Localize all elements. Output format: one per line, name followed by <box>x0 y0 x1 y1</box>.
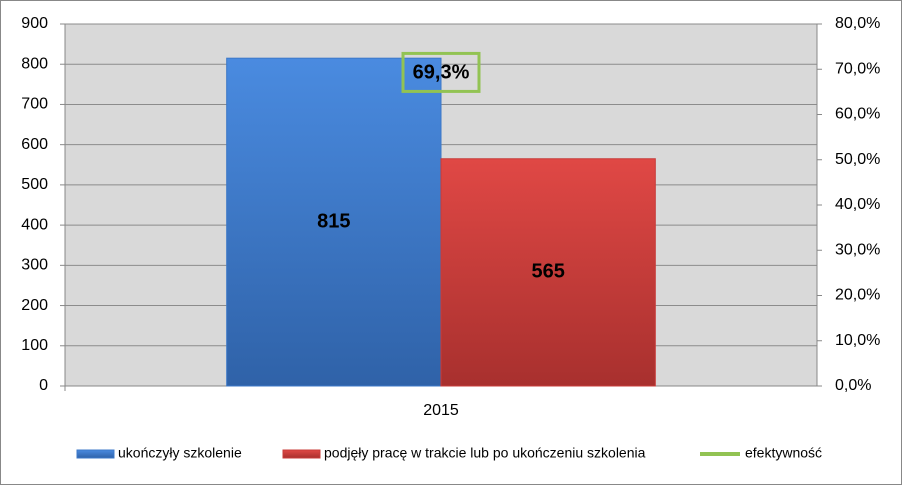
legend-label: ukończyły szkolenie <box>118 445 242 461</box>
legend-swatch <box>76 449 115 459</box>
x-tick-label: 2015 <box>423 402 459 419</box>
y-tick-label: 700 <box>21 96 48 113</box>
y2-tick-label: 0,0% <box>835 377 871 394</box>
y2-tick-label: 20,0% <box>835 287 880 304</box>
y2-tick-label: 60,0% <box>835 106 880 123</box>
y2-tick-label: 70,0% <box>835 60 880 77</box>
data-label: 565 <box>531 261 564 283</box>
bar <box>440 158 656 387</box>
y-tick-label: 0 <box>39 377 48 394</box>
y-tick-label: 100 <box>21 337 48 354</box>
y2-tick-label: 30,0% <box>835 241 880 258</box>
y2-tick-label: 10,0% <box>835 332 880 349</box>
y-tick-label: 600 <box>21 136 48 153</box>
y-tick-label: 500 <box>21 176 48 193</box>
y2-tick-label: 40,0% <box>835 196 880 213</box>
y-tick-label: 900 <box>21 15 48 32</box>
bar <box>226 57 442 387</box>
y-tick-label: 200 <box>21 297 48 314</box>
y-tick-label: 300 <box>21 257 48 274</box>
data-label: 815 <box>317 210 350 232</box>
y2-tick-label: 80,0% <box>835 15 880 32</box>
data-label: 69,3% <box>413 62 470 84</box>
legend-label: efektywność <box>745 445 822 461</box>
y-tick-label: 400 <box>21 216 48 233</box>
y2-tick-label: 50,0% <box>835 151 880 168</box>
legend-label: podjęły pracę w trakcie lub po ukończeni… <box>324 445 646 461</box>
legend-swatch <box>282 449 321 459</box>
line-point-label-box <box>401 51 481 93</box>
y-tick-label: 800 <box>21 55 48 72</box>
